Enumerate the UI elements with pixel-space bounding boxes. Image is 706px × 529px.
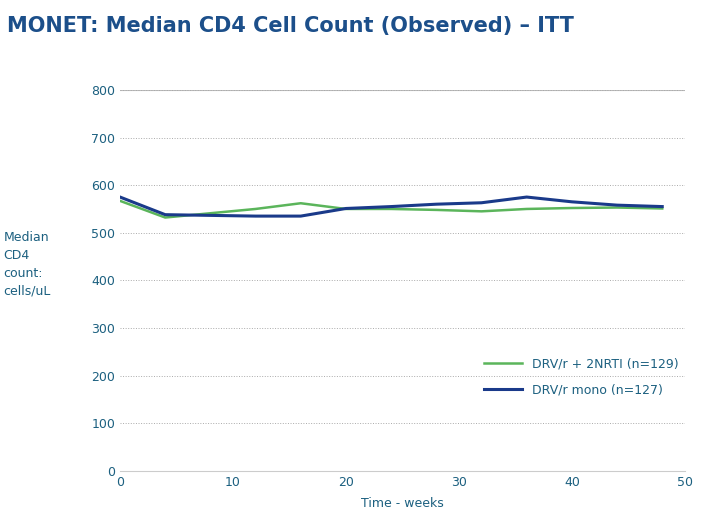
DRV/r mono (n=127) bbox=[658, 203, 666, 209]
DRV/r + 2NRTI (n=129) bbox=[297, 200, 305, 206]
DRV/r + 2NRTI (n=129) bbox=[477, 208, 486, 215]
DRV/r mono (n=127) bbox=[342, 205, 350, 212]
DRV/r + 2NRTI (n=129) bbox=[387, 206, 395, 212]
Text: MONET: Median CD4 Cell Count (Observed) – ITT: MONET: Median CD4 Cell Count (Observed) … bbox=[7, 16, 574, 36]
DRV/r + 2NRTI (n=129) bbox=[432, 207, 441, 213]
DRV/r + 2NRTI (n=129) bbox=[613, 204, 621, 211]
Text: Median
CD4
count:
cells/uL: Median CD4 count: cells/uL bbox=[4, 231, 51, 298]
DRV/r + 2NRTI (n=129) bbox=[161, 214, 169, 221]
DRV/r mono (n=127) bbox=[522, 194, 531, 200]
DRV/r mono (n=127) bbox=[613, 202, 621, 208]
Line: DRV/r + 2NRTI (n=129): DRV/r + 2NRTI (n=129) bbox=[120, 201, 662, 217]
DRV/r mono (n=127) bbox=[116, 194, 124, 200]
DRV/r mono (n=127) bbox=[568, 198, 576, 205]
DRV/r mono (n=127) bbox=[477, 199, 486, 206]
DRV/r + 2NRTI (n=129) bbox=[116, 198, 124, 204]
DRV/r + 2NRTI (n=129) bbox=[568, 205, 576, 211]
DRV/r mono (n=127) bbox=[161, 212, 169, 218]
DRV/r + 2NRTI (n=129) bbox=[251, 206, 260, 212]
X-axis label: Time - weeks: Time - weeks bbox=[361, 497, 444, 510]
DRV/r + 2NRTI (n=129) bbox=[658, 205, 666, 212]
Legend: DRV/r + 2NRTI (n=129), DRV/r mono (n=127): DRV/r + 2NRTI (n=129), DRV/r mono (n=127… bbox=[484, 358, 678, 396]
DRV/r mono (n=127) bbox=[432, 201, 441, 207]
DRV/r + 2NRTI (n=129) bbox=[342, 206, 350, 212]
DRV/r + 2NRTI (n=129) bbox=[522, 206, 531, 212]
DRV/r mono (n=127) bbox=[387, 203, 395, 209]
Line: DRV/r mono (n=127): DRV/r mono (n=127) bbox=[120, 197, 662, 216]
DRV/r mono (n=127) bbox=[297, 213, 305, 219]
DRV/r mono (n=127) bbox=[251, 213, 260, 219]
